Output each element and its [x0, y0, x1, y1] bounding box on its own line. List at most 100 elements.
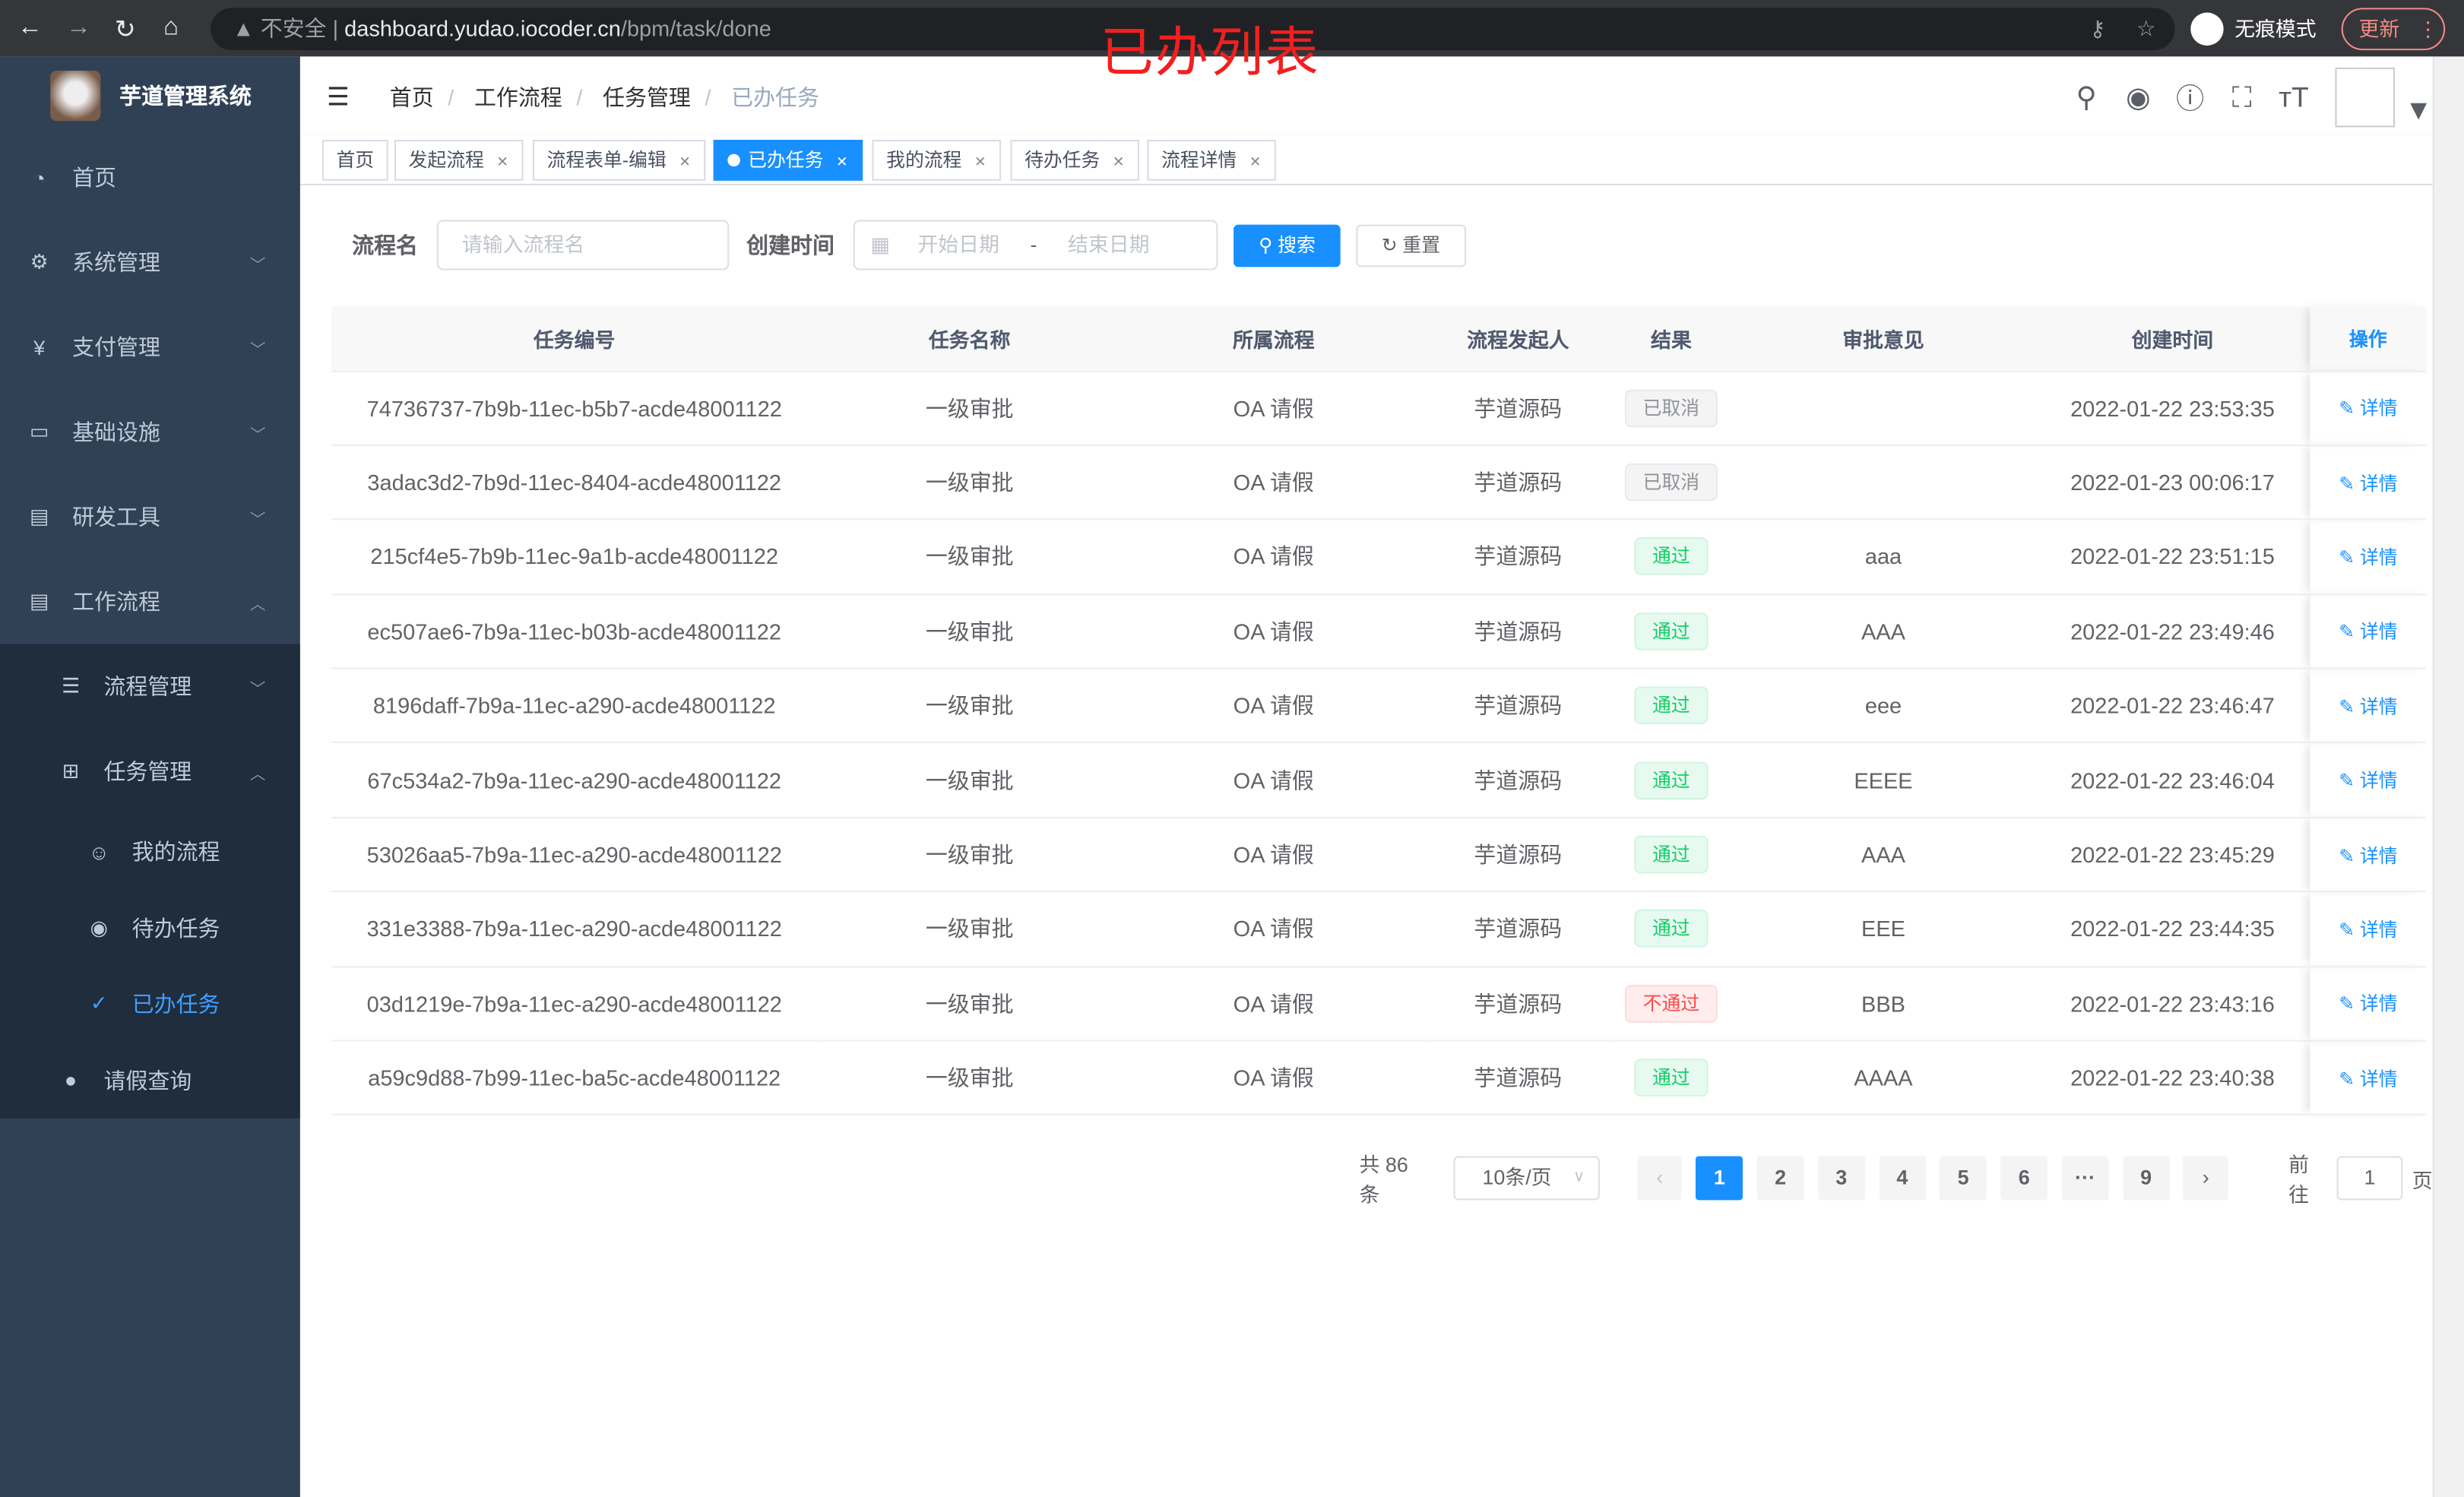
column-header: 审批意见: [1731, 306, 2035, 372]
calendar-icon: ▦: [870, 232, 890, 256]
close-icon[interactable]: ✕: [1112, 153, 1125, 170]
page-scrollbar[interactable]: [2432, 56, 2464, 1497]
cell: AAA: [1731, 593, 2035, 669]
table-row: 53026aa5-7b9a-11ec-a290-acde48001122 一级审批…: [331, 817, 2427, 893]
detail-label: 详情: [2359, 621, 2398, 644]
breadcrumb: 首页 / 工作流程 / 任务管理 / 已办任务: [389, 84, 819, 110]
page-button[interactable]: 4: [1878, 1156, 1926, 1201]
star-icon[interactable]: ☆: [2136, 15, 2156, 41]
page-button[interactable]: 6: [2000, 1156, 2048, 1201]
page-button[interactable]: ···: [2061, 1156, 2109, 1201]
incognito-indicator[interactable]: 无痕模式: [2187, 8, 2317, 50]
help-icon[interactable]: ⓘ: [2175, 83, 2205, 115]
search-icon[interactable]: ⚲: [2076, 81, 2097, 112]
detail-button[interactable]: ✎ 详情: [2339, 993, 2397, 1015]
tag-0[interactable]: 首页: [321, 139, 388, 181]
edit-icon: ✎: [2339, 397, 2360, 420]
sidebar-item-sidebar-items-5[interactable]: ▤ 工作流程 ︿: [0, 559, 300, 644]
detail-button[interactable]: ✎ 详情: [2339, 1068, 2397, 1090]
fullscreen-icon[interactable]: ⛶: [2231, 81, 2252, 112]
sidebar-item-sidebar-sub-1[interactable]: ⊞ 任务管理 ︿: [0, 729, 300, 814]
tag-4[interactable]: 我的流程 ✕: [872, 139, 1001, 181]
page-button[interactable]: 1: [1696, 1156, 1743, 1201]
result-badge: 通过: [1635, 537, 1708, 576]
sidebar-item-sidebar-items-3[interactable]: ▭ 基础设施 ﹀: [0, 390, 300, 475]
cell: 一级审批: [817, 817, 1123, 893]
goto-page-input[interactable]: 1: [2336, 1156, 2403, 1201]
detail-button[interactable]: ✎ 详情: [2339, 546, 2397, 568]
breadcrumb-item[interactable]: 首页: [389, 84, 434, 110]
detail-button[interactable]: ✎ 详情: [2339, 397, 2397, 419]
avatar[interactable]: [2335, 67, 2396, 128]
prev-page-button[interactable]: ‹: [1637, 1156, 1683, 1201]
page-button[interactable]: 5: [1940, 1156, 1987, 1201]
cell-result: 通过: [1610, 668, 1732, 744]
close-icon[interactable]: ✕: [496, 153, 508, 170]
cell-action: ✎ 详情: [2310, 817, 2427, 893]
name-input[interactable]: 请输入流程名: [436, 220, 730, 271]
sidebar-item-sidebar-items-1[interactable]: ⚙ 系统管理 ﹀: [0, 220, 300, 305]
tag-5[interactable]: 待办任务 ✕: [1010, 139, 1139, 181]
key-icon[interactable]: ⚷: [2089, 15, 2106, 41]
next-page-button[interactable]: ›: [2183, 1156, 2228, 1201]
column-header: 操作: [2310, 306, 2427, 372]
reload-icon[interactable]: ↻: [114, 17, 136, 44]
date-range-picker[interactable]: ▦ 开始日期 - 结束日期: [853, 220, 1218, 271]
detail-button[interactable]: ✎ 详情: [2339, 695, 2397, 717]
start-date-input[interactable]: 开始日期: [917, 232, 999, 256]
sidebar-item-sidebar-sub2-1[interactable]: ◉ 待办任务: [0, 890, 300, 966]
home-icon[interactable]: ⌂: [163, 14, 179, 41]
sidebar-item-sidebar-items-4[interactable]: ▤ 研发工具 ﹀: [0, 474, 300, 559]
sidebar-item-label: 任务管理: [103, 758, 192, 784]
logo[interactable]: 芋道管理系统: [0, 56, 300, 135]
main-content: 流程名 请输入流程名 创建时间 ▦ 开始日期 - 结束日期 ⚲ 搜索 ↻ 重置 …: [299, 185, 2433, 1497]
close-icon[interactable]: ✕: [679, 153, 691, 170]
end-date-input[interactable]: 结束日期: [1067, 232, 1150, 256]
close-icon[interactable]: ✕: [1249, 153, 1262, 170]
page-size-select[interactable]: 10条/页 ∨: [1454, 1156, 1599, 1201]
sidebar-item-sidebar-items-0[interactable]: ◔ 首页: [0, 135, 300, 220]
address-bar[interactable]: ▲ 不安全 | dashboard.yudao.iocoder.cn/bpm/t…: [211, 8, 2175, 51]
cell: aaa: [1731, 519, 2035, 595]
forward-icon[interactable]: →: [65, 14, 91, 41]
sidebar-item-sidebar-leave[interactable]: ● 请假查询: [0, 1043, 300, 1118]
breadcrumb-item[interactable]: 任务管理: [603, 84, 691, 110]
reset-button[interactable]: ↻ 重置: [1356, 223, 1466, 267]
cell-result: 通过: [1610, 1040, 1732, 1116]
tag-1[interactable]: 发起流程 ✕: [394, 139, 523, 181]
tag-3[interactable]: 已办任务 ✕: [713, 139, 863, 181]
page-button[interactable]: 2: [1756, 1156, 1804, 1201]
close-icon[interactable]: ✕: [974, 153, 987, 170]
column-header: 结果: [1610, 306, 1732, 372]
github-icon[interactable]: ◉: [2126, 81, 2151, 112]
sidebar-item-sidebar-items-2[interactable]: ¥ 支付管理 ﹀: [0, 305, 300, 390]
sidebar-item-sidebar-sub2-0[interactable]: ☺ 我的流程: [0, 814, 300, 890]
sidebar-item-sidebar-sub-0[interactable]: ☰ 流程管理 ﹀: [0, 644, 300, 730]
close-icon[interactable]: ✕: [835, 153, 848, 170]
search-button[interactable]: ⚲ 搜索: [1234, 223, 1341, 267]
tag-6[interactable]: 流程详情 ✕: [1147, 139, 1275, 181]
caret-down-icon[interactable]: ▼: [2404, 93, 2433, 125]
tag-2[interactable]: 流程表单-编辑 ✕: [532, 139, 705, 181]
result-badge: 通过: [1635, 761, 1708, 799]
table-row: 74736737-7b9b-11ec-b5b7-acde48001122 一级审批…: [331, 370, 2427, 446]
detail-button[interactable]: ✎ 详情: [2339, 844, 2397, 866]
back-icon[interactable]: ←: [17, 14, 43, 41]
page-button[interactable]: 9: [2122, 1156, 2170, 1201]
font-size-icon[interactable]: ᴛT: [2279, 81, 2309, 112]
detail-button[interactable]: ✎ 详情: [2339, 621, 2397, 643]
sidebar-item-sidebar-sub2-2[interactable]: ✓ 已办任务: [0, 966, 300, 1042]
cell: eee: [1731, 668, 2035, 744]
cell: OA 请假: [1122, 891, 1426, 967]
security-label: 不安全: [260, 15, 327, 41]
detail-button[interactable]: ✎ 详情: [2339, 472, 2397, 494]
detail-button[interactable]: ✎ 详情: [2339, 770, 2397, 792]
hamburger-icon[interactable]: ☰: [327, 84, 350, 112]
breadcrumb-item[interactable]: 工作流程: [473, 84, 562, 110]
update-button[interactable]: 更新 ⋮: [2341, 8, 2446, 51]
detail-button[interactable]: ✎ 详情: [2339, 919, 2397, 941]
sidebar-item-label: 流程管理: [103, 673, 192, 699]
total-count: 共 86 条: [1359, 1153, 1408, 1207]
page-button[interactable]: 3: [1817, 1156, 1865, 1201]
table-row: 03d1219e-7b9a-11ec-a290-acde48001122 一级审批…: [331, 966, 2427, 1042]
